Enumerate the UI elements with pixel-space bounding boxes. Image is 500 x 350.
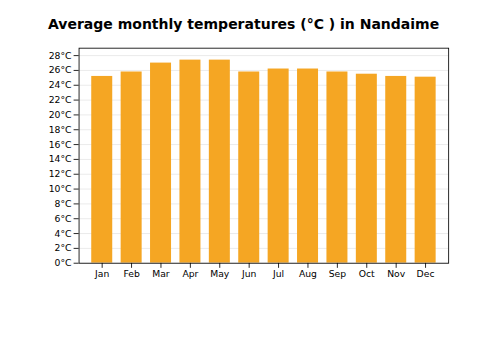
html-text:Average monthly temperatures (: Average monthly temperatures (°C ) in Na… (48, 16, 440, 32)
svg-text:May: May (210, 268, 230, 279)
svg-text:26°C: 26°C (49, 64, 72, 75)
svg-text:4°C: 4°C (55, 228, 72, 239)
svg-text:Jan: Jan (94, 268, 109, 279)
svg-text:Feb: Feb (123, 268, 139, 279)
svg-text:16°C: 16°C (49, 139, 72, 150)
svg-text:2°C: 2°C (55, 242, 72, 253)
svg-text:Sep: Sep (329, 268, 347, 279)
svg-text:0°C: 0°C (55, 257, 72, 268)
svg-text:18°C: 18°C (49, 124, 72, 135)
svg-text:Oct: Oct (359, 268, 375, 279)
svg-text:24°C: 24°C (49, 79, 72, 90)
svg-text:Mar: Mar (152, 268, 170, 279)
svg-text:Jul: Jul (272, 268, 284, 279)
svg-text:8°C: 8°C (55, 198, 72, 209)
svg-text:22°C: 22°C (49, 94, 72, 105)
svg-text:Dec: Dec (417, 268, 435, 279)
svg-text:6°C: 6°C (55, 213, 72, 224)
svg-text:Jun: Jun (241, 268, 257, 279)
svg-text:20°C: 20°C (49, 109, 72, 120)
svg-text:Aug: Aug (299, 268, 317, 279)
svg-text:Nov: Nov (387, 268, 406, 279)
svg-text:14°C: 14°C (49, 153, 72, 164)
svg-text:12°C: 12°C (49, 168, 72, 179)
svg-text:Apr: Apr (182, 268, 198, 279)
svg-text:28°C: 28°C (49, 50, 72, 61)
svg-text:10°C: 10°C (49, 183, 72, 194)
